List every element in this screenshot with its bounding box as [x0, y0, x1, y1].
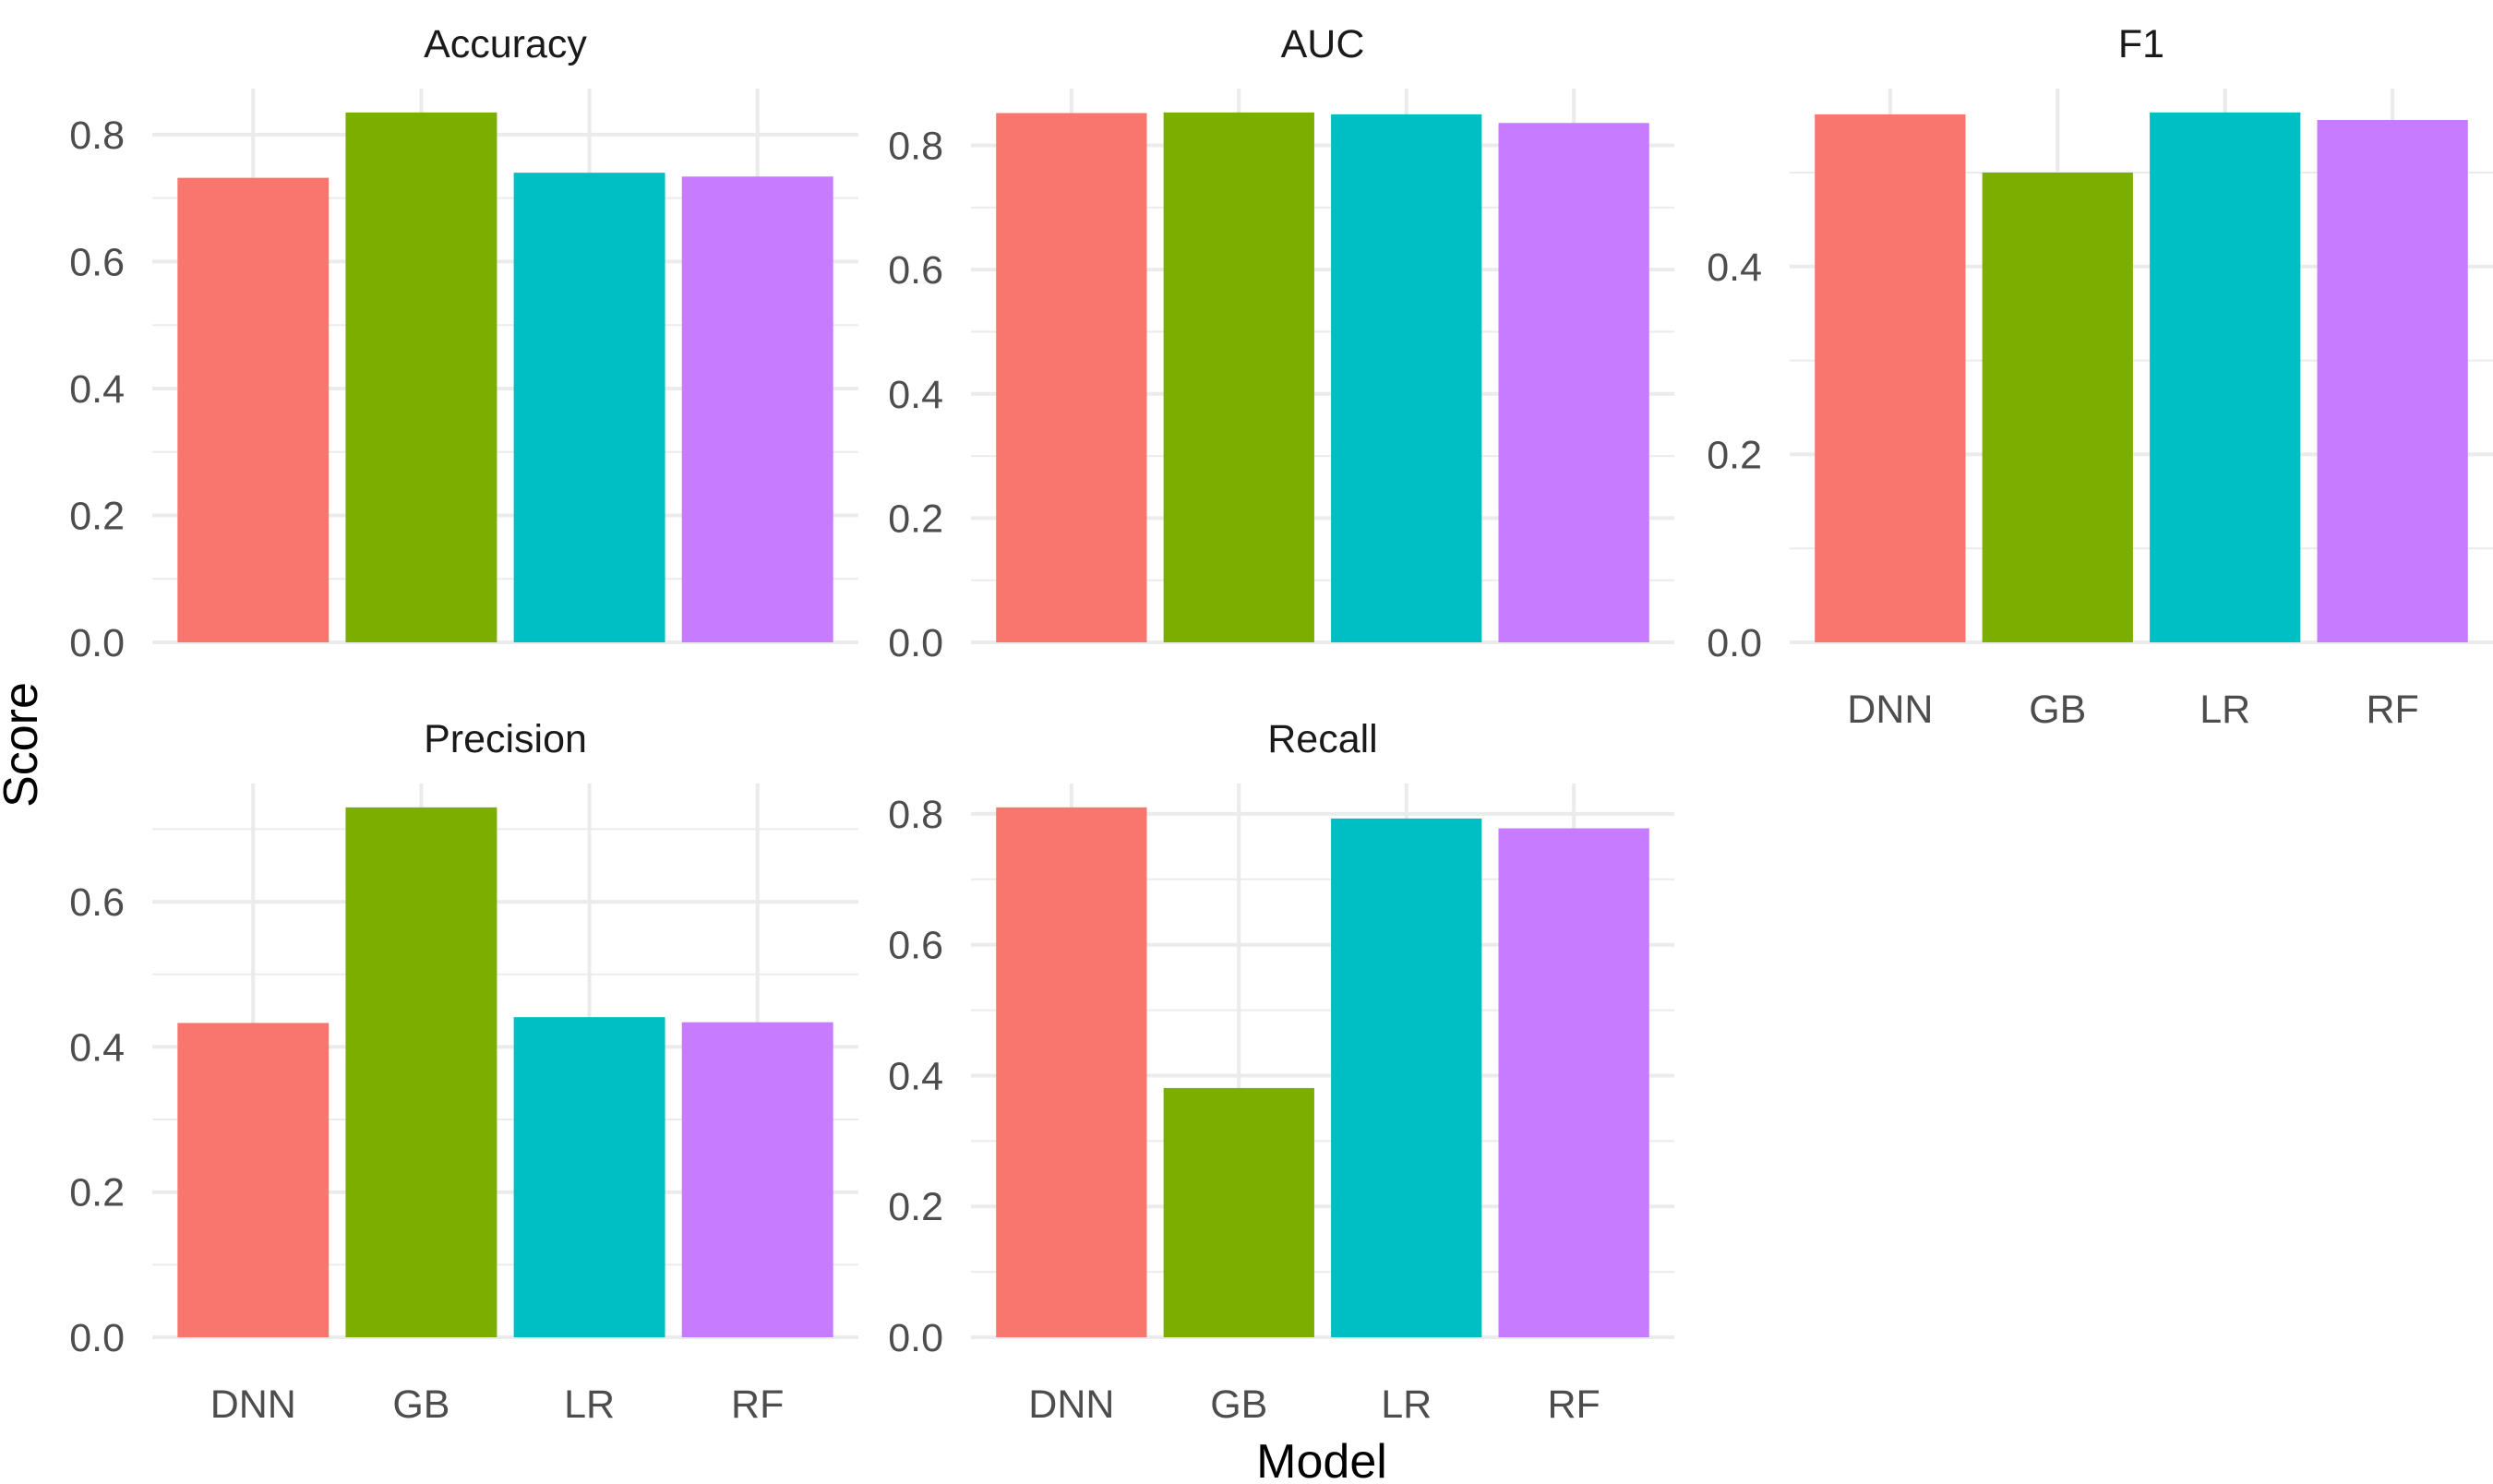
y-tick-label: 0.2	[69, 1171, 125, 1215]
x-tick-label: GB	[392, 1382, 449, 1427]
x-axis-title: Model	[1256, 1435, 1387, 1484]
panel-title: AUC	[1281, 22, 1365, 66]
bar-accuracy-dnn	[177, 177, 330, 642]
x-tick-label: DNN	[1847, 688, 1933, 732]
bar-recall-lr	[1331, 818, 1482, 1337]
y-tick-label: 0.4	[1707, 245, 1762, 290]
y-tick-label: 0.8	[69, 114, 125, 158]
x-tick-label: RF	[731, 1382, 784, 1427]
x-tick-label: DNN	[1028, 1382, 1114, 1427]
bar-f1-gb	[1982, 172, 2133, 642]
panel-title: Recall	[1267, 717, 1378, 761]
panel-recall: 0.0 0.2 0.4 0.6 0.8 Recall DNN GB LR RF	[888, 717, 1674, 1427]
y-tick-label: 0.0	[888, 1316, 943, 1360]
y-tick-label: 0.2	[888, 497, 943, 541]
bar-f1-rf	[2317, 119, 2468, 643]
y-tick-label: 0.6	[888, 924, 943, 968]
y-tick-label: 0.2	[69, 494, 125, 538]
y-tick-label: 0.2	[888, 1185, 943, 1229]
bar-recall-dnn	[996, 807, 1147, 1337]
bar-precision-dnn	[177, 1023, 330, 1337]
x-tick-label: DNN	[210, 1382, 296, 1427]
y-tick-label: 0.4	[69, 367, 125, 412]
y-tick-label: 0.6	[69, 880, 125, 925]
panel-auc: 0.0 0.2 0.4 0.6 0.8 AUC	[888, 22, 1674, 665]
bar-auc-gb	[1163, 112, 1314, 642]
bar-recall-gb	[1163, 1087, 1314, 1337]
bar-auc-dnn	[996, 113, 1147, 642]
y-tick-label: 0.0	[69, 621, 125, 665]
bar-f1-lr	[2150, 112, 2301, 642]
y-tick-label: 0.6	[69, 240, 125, 284]
x-tick-label: LR	[564, 1382, 615, 1427]
y-tick-label: 0.8	[888, 793, 943, 837]
bar-recall-rf	[1498, 828, 1649, 1337]
bar-auc-rf	[1498, 123, 1649, 643]
bar-precision-lr	[513, 1017, 665, 1337]
y-tick-label: 0.0	[888, 621, 943, 665]
panel-title: Precision	[424, 717, 587, 761]
panel-precision: 0.0 0.2 0.4 0.6 Precision DNN GB LR RF	[69, 717, 858, 1427]
y-tick-label: 0.4	[888, 373, 943, 417]
y-tick-label: 0.4	[888, 1054, 943, 1098]
y-tick-label: 0.0	[1707, 621, 1762, 665]
x-tick-label: LR	[1381, 1382, 1432, 1427]
y-tick-label: 0.8	[888, 125, 943, 169]
bar-accuracy-lr	[513, 173, 665, 642]
bar-accuracy-gb	[345, 112, 497, 642]
bar-precision-rf	[681, 1022, 833, 1337]
bar-precision-gb	[345, 807, 497, 1337]
y-tick-label: 0.6	[888, 248, 943, 293]
panel-title: Accuracy	[424, 22, 587, 66]
x-tick-label: GB	[2029, 688, 2086, 732]
panel-accuracy: 0.0 0.2 0.4 0.6 0.8 Accuracy	[69, 22, 858, 665]
panel-f1: 0.0 0.2 0.4 F1 DNN GB LR RF	[1707, 22, 2493, 732]
panel-title: F1	[2118, 22, 2164, 66]
bar-f1-dnn	[1815, 114, 1966, 643]
y-tick-label: 0.4	[69, 1025, 125, 1070]
x-tick-label: GB	[1210, 1382, 1267, 1427]
x-tick-label: RF	[1547, 1382, 1600, 1427]
bar-accuracy-rf	[681, 176, 833, 643]
y-tick-label: 0.0	[69, 1316, 125, 1360]
x-tick-label: RF	[2366, 688, 2418, 732]
x-tick-label: LR	[2199, 688, 2250, 732]
y-tick-label: 0.2	[1707, 433, 1762, 477]
y-axis-title: Score	[0, 682, 48, 808]
bar-auc-lr	[1331, 114, 1482, 643]
